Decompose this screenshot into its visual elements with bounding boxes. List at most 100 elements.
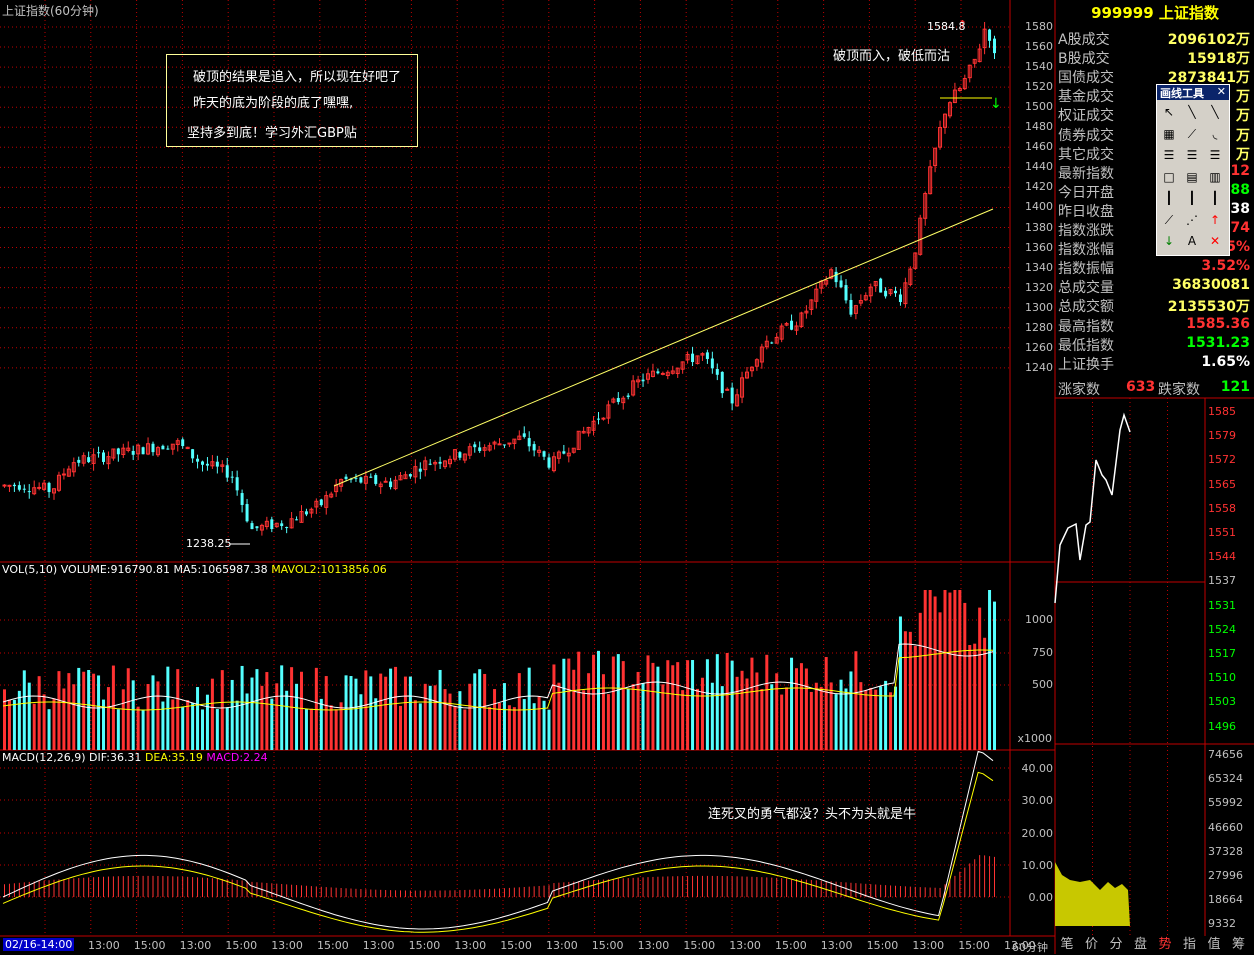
volume-bar [824,657,828,750]
candle-down [280,523,284,527]
volume-bar [215,709,219,750]
tab-0[interactable]: 笔 [1060,937,1074,952]
volume-bar [156,681,160,750]
candle-up [452,449,457,460]
toolbox-title[interactable]: 画线工具 ✕ [1157,85,1229,100]
text-icon[interactable]: A [1187,234,1197,248]
volume-bar [983,637,987,750]
tab-4[interactable]: 势 [1158,937,1172,952]
volume-bar [710,682,714,750]
volume-bar [3,689,6,750]
volume-bar [22,670,26,750]
tab-6[interactable]: 值 [1207,937,1221,952]
quote-key: 其它成交 [1058,146,1114,163]
hline-icon[interactable]: ☰ [1163,148,1175,162]
candle-up [675,367,680,375]
period-icon[interactable]: ┃ [1188,191,1196,205]
grid-icon[interactable]: ▦ [1163,126,1175,141]
line-icon[interactable]: ╲ [1188,105,1196,119]
candle-down [295,519,299,521]
volume-bar [290,667,294,750]
candle-up [581,430,586,434]
mini-price-tick: 1531 [1208,598,1236,612]
volume-bar [968,644,972,750]
candle-down [884,290,888,297]
advance-decline: 涨家数 633 跌家数 121 [1058,379,1252,398]
volume-bar [661,684,665,750]
time-tick: 15:00 [683,939,716,952]
candle-down [47,482,51,493]
quote-value: 2135530万 [1167,299,1250,316]
candle-down [240,493,244,505]
channel-icon[interactable]: ☰ [1186,148,1198,162]
candle-up [81,455,86,464]
vline-icon[interactable]: ┃ [1165,191,1173,205]
period-button[interactable]: 60分钟 [1012,941,1048,954]
quote-key: 权证成交 [1058,108,1114,125]
quote-key: 今日开盘 [1058,184,1114,201]
fan-icon[interactable]: ⋰ [1186,212,1198,227]
drawing-toolbox[interactable]: 画线工具 ✕ ↖ ╲ ╲ ▦ ⟋ ◟ ☰ ☰ ☰ □ ▤ ▥ ┃ ┃ ┃ ⟋ ⋰ ↑ ↓ A ✕ [1156,84,1230,256]
volume-bar [77,667,81,750]
time-tick: 13:00 [179,939,212,952]
time-tick: 15:00 [775,939,807,952]
volume-bar [542,700,546,750]
volume-bar [938,612,942,750]
down-arrow-tool-icon[interactable]: ↓ [1163,234,1175,248]
arc-icon[interactable]: ◟ [1212,126,1218,141]
volume-bar [894,686,897,750]
candle-up [908,268,913,285]
annotation-box[interactable]: 破顶的结果是追入，所以现在好吧了 昨天的底为阶段的底了嘿嘿, 坚持多到底！学习外… [166,54,418,147]
up-arrow-tool-icon[interactable]: ↑ [1209,212,1221,227]
quote-value: .88 [1225,181,1250,198]
fib-icon[interactable]: ▤ [1186,169,1198,184]
cycle-icon[interactable]: ┃ [1211,191,1219,205]
volume-bar [67,673,71,750]
vol-label: VOL(5,10) [2,563,58,576]
volume-bar [720,686,724,750]
volume-bar [32,703,36,750]
mini-price-tick: 1551 [1208,526,1236,539]
volume-bar [280,665,284,750]
volume-bar [57,671,61,750]
pointer-icon[interactable]: ↖ [1163,105,1175,119]
candle-down [527,438,531,447]
quote-row: 指数涨幅 5% [1058,239,1252,258]
volume-bar [740,670,744,750]
tab-2[interactable]: 分 [1109,937,1123,952]
price-tick: 1420 [1025,180,1053,194]
volume-bar [443,689,447,750]
candle-down [790,320,794,330]
close-icon[interactable]: ✕ [1216,85,1226,98]
volume-bar [879,686,883,750]
volume-bar [567,658,571,750]
gann-icon[interactable]: ▥ [1209,169,1221,184]
delete-icon[interactable]: ✕ [1209,234,1221,248]
volume-bar [47,709,51,750]
candle-up [947,102,952,117]
tab-7[interactable]: 筹 [1231,937,1245,952]
candle-up [487,445,492,451]
volume-bar [250,677,254,750]
parallel-icon[interactable]: ⟋ [1187,126,1197,141]
quote-key: 指数涨幅 [1058,242,1114,259]
tab-5[interactable]: 指 [1182,937,1196,952]
tab-3[interactable]: 盘 [1133,937,1147,952]
rect-icon[interactable]: □ [1163,169,1175,184]
quote-key: B股成交 [1058,51,1110,68]
trend-icon[interactable]: ⟋ [1164,212,1174,227]
price-tick: 1240 [1025,360,1053,374]
tab-1[interactable]: 价 [1084,937,1098,952]
volume-bar [517,673,521,750]
ray-icon[interactable]: ╲ [1211,105,1219,119]
candle-up [586,426,591,434]
candle-up [403,474,408,480]
quote-key: 指数涨跌 [1058,223,1114,239]
quote-row: 今日开盘 .88 [1058,182,1252,201]
volume-bar [755,672,759,750]
level-icon[interactable]: ☰ [1209,148,1221,162]
candle-up [799,312,804,327]
volume-bar [136,706,140,750]
volume-bar [527,667,531,750]
